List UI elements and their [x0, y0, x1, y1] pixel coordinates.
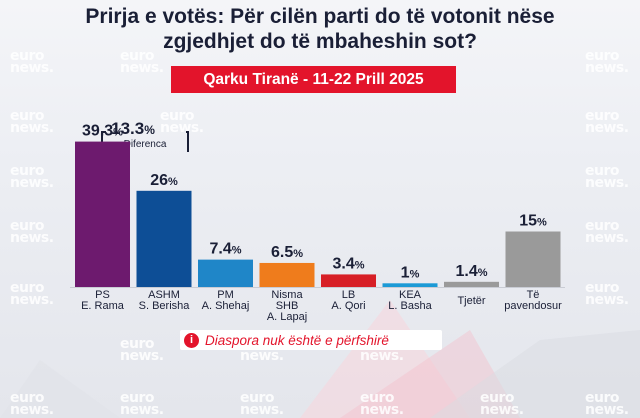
data-label: 7.4%	[209, 241, 241, 258]
watermark: euro news.	[240, 390, 284, 418]
watermark: euro news.	[160, 108, 204, 136]
difference-value: 13.3	[111, 119, 144, 138]
data-label: 6.5%	[271, 244, 303, 261]
difference-label: Diferenca	[124, 139, 167, 150]
watermark: euro news.	[10, 108, 54, 136]
bar	[444, 281, 499, 287]
category-label: LB A. Qori	[331, 289, 365, 312]
watermark: euro news.	[360, 390, 404, 418]
data-label: 1.4%	[455, 263, 487, 280]
bar	[505, 231, 561, 287]
watermark: euro news.	[585, 108, 629, 136]
watermark: euro news.	[480, 390, 524, 418]
watermark: euro news.	[120, 390, 164, 418]
watermark: euro news.	[585, 280, 629, 308]
data-label: 15%	[519, 213, 547, 230]
category-label: PM A. Shehaj	[202, 289, 250, 312]
category-label: PS E. Rama	[81, 289, 125, 312]
category-label: Nisma SHB A. Lapaj	[267, 289, 307, 323]
watermark: euro news.	[120, 336, 164, 364]
category-label: Tjetër	[457, 295, 485, 307]
diaspora-note: i Diaspora nuk është e përfshirë	[180, 330, 442, 350]
watermark: euro news.	[120, 48, 164, 76]
subtitle-banner: Qarku Tiranë - 11-22 Prill 2025	[171, 66, 456, 93]
data-label: 39.3%	[82, 123, 123, 140]
page-title: Prirja e votës: Për cilën parti do të vo…	[0, 4, 640, 54]
watermark: euro news.	[585, 163, 629, 191]
data-label: 1%	[401, 264, 420, 281]
watermark: euro news.	[585, 48, 629, 76]
bar	[75, 141, 130, 287]
info-icon: i	[184, 332, 199, 348]
category-label: Të pavendosur	[504, 289, 562, 312]
watermark: euro news.	[10, 218, 54, 246]
data-label: 3.4%	[332, 255, 364, 272]
watermark: euro news.	[10, 280, 54, 308]
watermark: euro news.	[585, 218, 629, 246]
difference-unit: %	[144, 123, 155, 137]
watermark: euro news.	[10, 163, 54, 191]
note-text: Diaspora nuk është e përfshirë	[205, 332, 389, 348]
category-label: ASHM S. Berisha	[139, 289, 191, 312]
data-label: 26%	[150, 172, 178, 189]
bar	[259, 262, 315, 287]
title-line-1: Prirja e votës: Për cilën parti do të vo…	[85, 5, 555, 28]
subtitle-text: Qarku Tiranë - 11-22 Prill 2025	[203, 70, 424, 88]
watermark: euro news.	[10, 390, 54, 418]
category-label: KEA L. Basha	[388, 289, 432, 312]
title-line-2: zgjedhjet do të mbaheshin sot?	[163, 30, 477, 53]
svg-text:13.3%: 13.3%	[111, 119, 155, 138]
bar	[382, 283, 438, 287]
bar	[136, 190, 192, 287]
bar	[321, 274, 376, 287]
watermark: euro news.	[585, 390, 629, 418]
watermark: euro news.	[10, 48, 54, 76]
bar	[198, 259, 253, 287]
